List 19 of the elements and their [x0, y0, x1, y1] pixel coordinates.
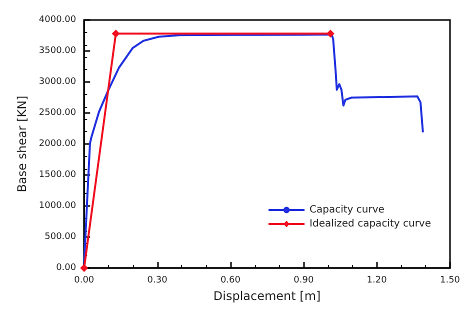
y-tick-label: 1500.00 [38, 170, 76, 180]
y-tick-label: 500.00 [44, 232, 76, 242]
x-tick-label: 0.90 [294, 276, 314, 286]
y-tick-label: 4000.00 [38, 15, 76, 25]
y-tick-label: 3500.00 [38, 46, 76, 56]
y-tick-label: 2500.00 [38, 108, 76, 118]
legend-label: Capacity curve [310, 204, 384, 216]
x-tick-label: 0.30 [147, 276, 168, 286]
x-tick-label: 1.20 [366, 276, 388, 286]
x-axis-title: Displacement [m] [213, 289, 321, 303]
y-tick-label: 1000.00 [38, 201, 76, 211]
legend-label: Idealized capacity curve [310, 218, 432, 230]
x-tick-label: 1.50 [440, 276, 460, 286]
x-tick-label: 0.60 [220, 276, 241, 286]
y-tick-label: 2000.00 [38, 139, 76, 149]
y-axis-title: Base shear [KN] [15, 96, 29, 192]
x-tick-label: 0.00 [74, 276, 94, 286]
y-tick-label: 0.00 [56, 263, 76, 273]
y-tick-label: 3000.00 [38, 77, 76, 87]
